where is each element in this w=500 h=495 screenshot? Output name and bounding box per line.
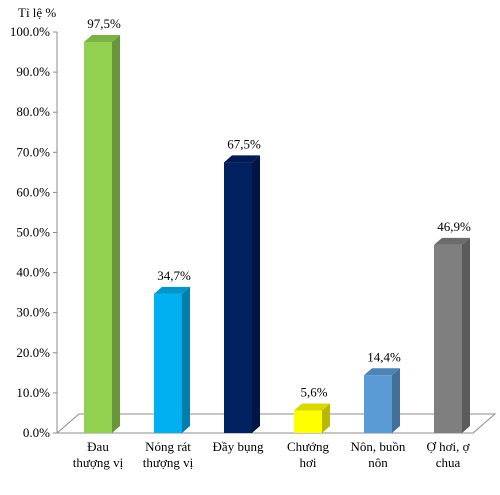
category-label-line: thượng vị (143, 455, 194, 470)
bar-side (392, 368, 400, 433)
category-label-line: nôn (368, 455, 388, 470)
category-label-line: Nôn, buồn (351, 439, 406, 454)
bar (294, 403, 330, 433)
data-label: 34,7% (157, 268, 191, 283)
bar (84, 35, 120, 434)
data-label: 67,5% (227, 136, 261, 151)
category-label-line: Nóng rát (145, 439, 191, 454)
bar-front (434, 244, 462, 433)
bar (364, 368, 400, 433)
y-axis-label: Tỉ lệ % (18, 5, 56, 20)
bar-top (294, 403, 330, 411)
data-label: 14,4% (367, 349, 401, 364)
bar-front (224, 162, 252, 433)
bar-front (294, 410, 322, 433)
y-tick-label: 90.0% (16, 64, 50, 79)
bar-top (364, 368, 400, 376)
category-label-line: chua (436, 455, 461, 470)
bar-top (84, 35, 120, 43)
bar-front (154, 293, 182, 433)
bar (154, 286, 190, 433)
category-label-line: Đầy bụng (213, 439, 264, 454)
bar-front (364, 375, 392, 433)
category-label: Ợ hơi, ợ chua (427, 439, 471, 470)
bar-top (224, 155, 260, 163)
y-tick-label: 20.0% (16, 345, 50, 360)
category-label-line: hơi (300, 455, 317, 470)
y-tick-label: 100.0% (10, 24, 50, 39)
bar-side (252, 155, 260, 433)
y-tick-label: 70.0% (16, 144, 50, 159)
category-label-line: Ợ hơi, ợ (427, 439, 471, 454)
chart-floor (55, 413, 497, 434)
category-label-line: Đau (87, 439, 109, 454)
category-label: Nôn, buồn nôn (351, 439, 406, 470)
category-label: Đau thượng vị (73, 439, 124, 470)
category-label-line: thượng vị (73, 455, 124, 470)
bar-front (84, 42, 112, 434)
bar-side (322, 403, 330, 433)
bar-side (462, 237, 470, 433)
bar-top (434, 237, 470, 245)
y-tick-label: 0.0% (23, 425, 50, 440)
data-label: 46,9% (437, 219, 471, 234)
y-tick-label: 60.0% (16, 184, 50, 199)
y-tick-label: 30.0% (16, 305, 50, 320)
y-tick-label: 10.0% (16, 385, 50, 400)
bar (224, 155, 260, 433)
bar-side (112, 35, 120, 434)
category-label: Chướng hơi (287, 439, 330, 470)
y-tick-label: 50.0% (16, 225, 50, 240)
category-label: Đầy bụng (213, 439, 264, 454)
data-label: 5,6% (300, 385, 327, 400)
data-label: 97,5% (87, 16, 121, 31)
category-label: Nóng rát thượng vị (143, 439, 194, 470)
bar-top (154, 286, 190, 294)
y-tick-label: 80.0% (16, 104, 50, 119)
y-tick-label: 40.0% (16, 265, 50, 280)
bar-side (182, 286, 190, 433)
category-label-line: Chướng (287, 439, 330, 454)
bar (434, 237, 470, 433)
